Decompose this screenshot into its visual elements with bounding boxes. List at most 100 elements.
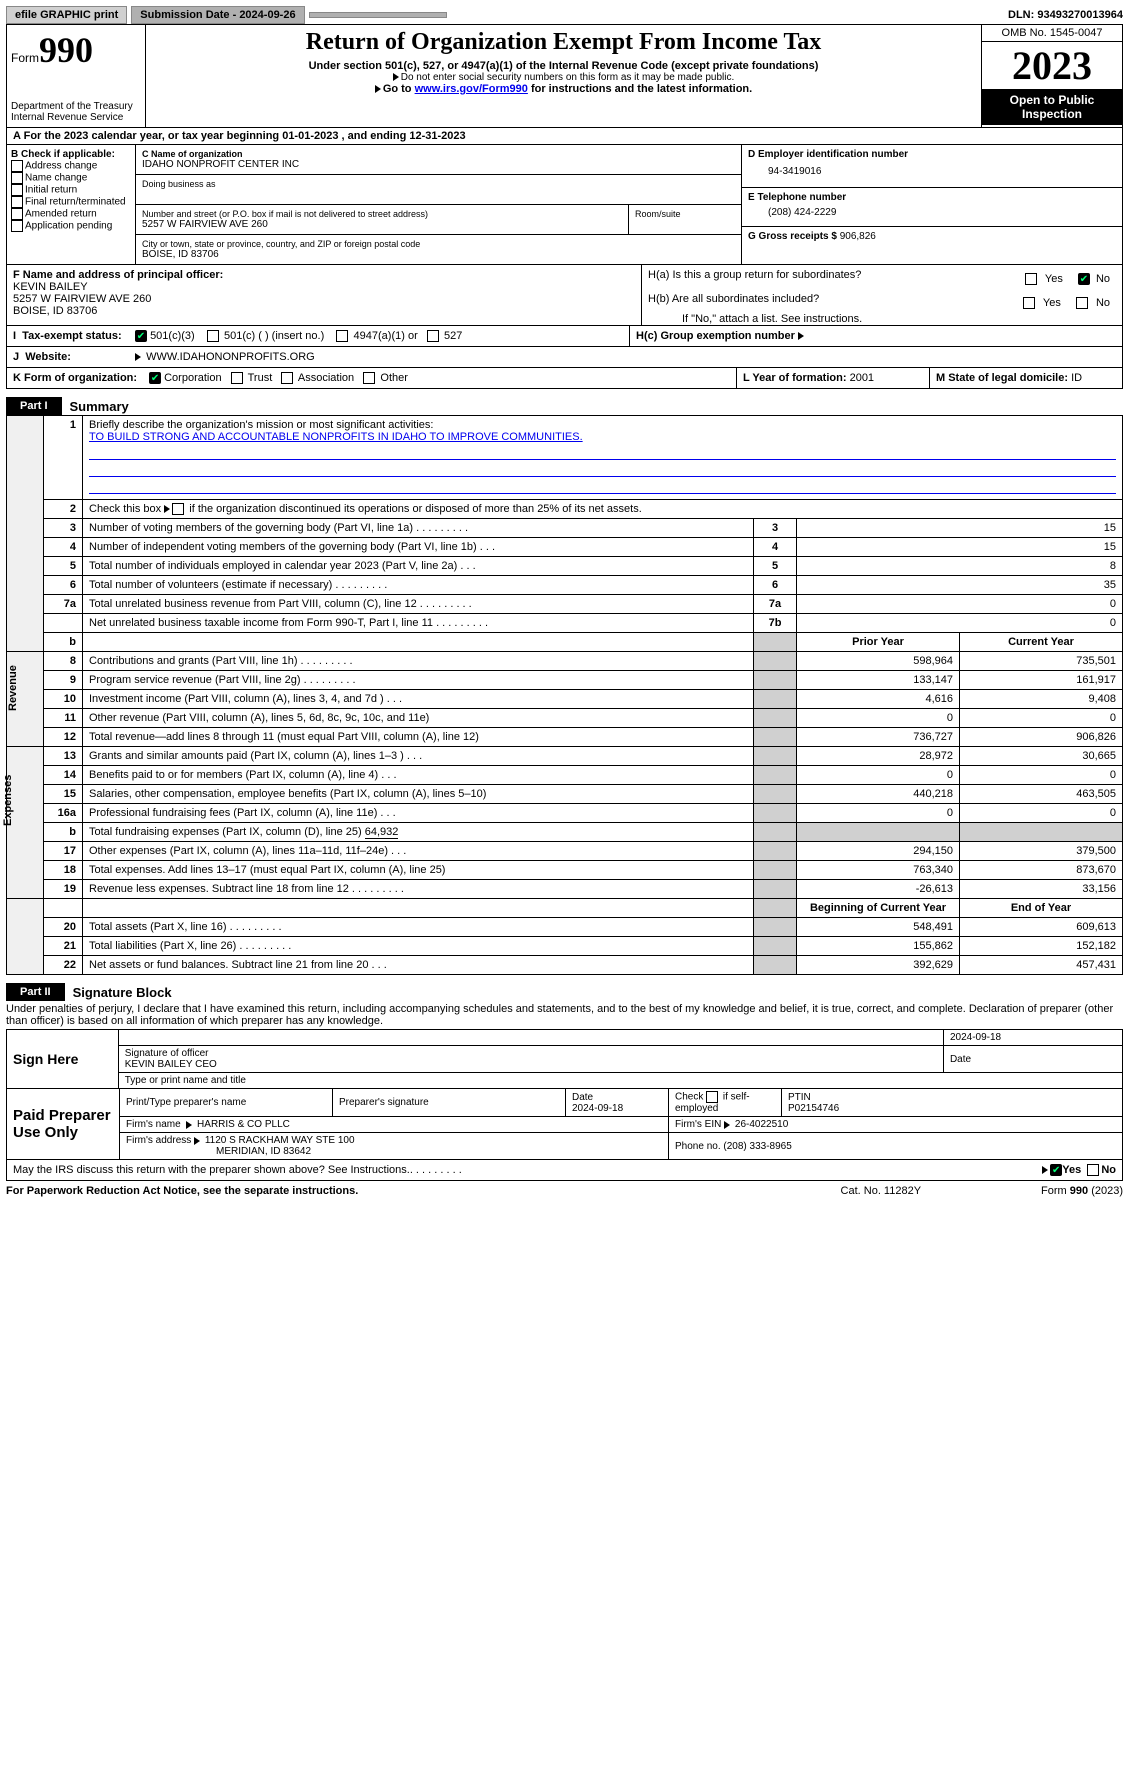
chk-trust[interactable] bbox=[231, 372, 243, 384]
state-domicile: ID bbox=[1071, 372, 1082, 384]
org-name: IDAHO NONPROFIT CENTER INC bbox=[142, 159, 735, 170]
discuss-no[interactable] bbox=[1087, 1164, 1099, 1176]
prior-year-hdr: Prior Year bbox=[797, 633, 960, 652]
summary-table: Activities & Governance 1 Briefly descri… bbox=[6, 415, 1123, 975]
room-label: Room/suite bbox=[635, 209, 735, 219]
chk-final-return[interactable] bbox=[11, 196, 23, 208]
row-l-label: L Year of formation: bbox=[743, 372, 847, 384]
ha-no[interactable] bbox=[1078, 273, 1090, 285]
hb-no[interactable] bbox=[1076, 297, 1088, 309]
officer-addr2: BOISE, ID 83706 bbox=[13, 305, 635, 317]
chk-501c[interactable] bbox=[207, 330, 219, 342]
chk-527[interactable] bbox=[427, 330, 439, 342]
type-name-label: Type or print name and title bbox=[118, 1073, 1122, 1089]
page-footer: For Paperwork Reduction Act Notice, see … bbox=[6, 1185, 1123, 1197]
prep-sig-label: Preparer's signature bbox=[333, 1089, 566, 1117]
part2-header: Part II Signature Block bbox=[6, 983, 1123, 1001]
l7a-label: Total unrelated business revenue from Pa… bbox=[89, 598, 417, 610]
chk-assoc[interactable] bbox=[281, 372, 293, 384]
chk-self-employed[interactable] bbox=[706, 1091, 718, 1103]
l1-label: Briefly describe the organization's miss… bbox=[89, 419, 433, 431]
phone-value: (208) 424-2229 bbox=[748, 203, 1116, 222]
dln-label: DLN: 93493270013964 bbox=[1008, 9, 1123, 21]
blank-button bbox=[309, 12, 447, 18]
officer-title: KEVIN BAILEY CEO bbox=[125, 1059, 217, 1070]
info-grid: B Check if applicable: Address change Na… bbox=[6, 145, 1123, 265]
firm-addr2: MERIDIAN, ID 83642 bbox=[216, 1146, 311, 1157]
vh-revenue: Revenue bbox=[7, 691, 19, 711]
form-title: Return of Organization Exempt From Incom… bbox=[150, 29, 977, 56]
sign-here-label: Sign Here bbox=[7, 1030, 119, 1089]
ptin-value: P02154746 bbox=[788, 1103, 839, 1114]
l7b-label: Net unrelated business taxable income fr… bbox=[89, 617, 433, 629]
dept-treasury: Department of the Treasury bbox=[11, 101, 141, 112]
irs-link[interactable]: www.irs.gov/Form990 bbox=[415, 83, 528, 95]
chk-address-change[interactable] bbox=[11, 160, 23, 172]
hc-label: H(c) Group exemption number bbox=[636, 330, 795, 342]
box-f-label: F Name and address of principal officer: bbox=[13, 269, 223, 281]
row-i-label: Tax-exempt status: bbox=[22, 330, 121, 342]
ha-yes[interactable] bbox=[1025, 273, 1037, 285]
form-number: 990 bbox=[39, 29, 93, 71]
website-value: WWW.IDAHONONPROFITS.ORG bbox=[146, 351, 315, 363]
l6-label: Total number of volunteers (estimate if … bbox=[89, 579, 332, 591]
ha-label: H(a) Is this a group return for subordin… bbox=[648, 269, 948, 289]
top-bar: efile GRAPHIC print Submission Date - 20… bbox=[6, 6, 1123, 25]
prep-name-label: Print/Type preparer's name bbox=[120, 1089, 333, 1117]
row-j-label: Website: bbox=[25, 351, 71, 363]
dept-irs: Internal Revenue Service bbox=[11, 112, 141, 123]
sig-officer-label: Signature of officer bbox=[125, 1048, 209, 1059]
chk-501c3[interactable] bbox=[135, 330, 147, 342]
row-m-label: M State of legal domicile: bbox=[936, 372, 1068, 384]
street-value: 5257 W FAIRVIEW AVE 260 bbox=[142, 219, 622, 230]
paid-preparer-label: Paid Preparer Use Only bbox=[7, 1089, 120, 1160]
box-g-label: G Gross receipts $ bbox=[748, 231, 837, 242]
box-b-header: B Check if applicable: bbox=[11, 149, 131, 160]
form-header: Form 990 Department of the Treasury Inte… bbox=[6, 25, 1123, 128]
v6: 35 bbox=[797, 576, 1123, 595]
box-c-label: C Name of organization bbox=[142, 149, 243, 159]
officer-addr1: 5257 W FAIRVIEW AVE 260 bbox=[13, 293, 635, 305]
vh-expenses: Expenses bbox=[2, 806, 14, 826]
chk-4947[interactable] bbox=[336, 330, 348, 342]
form-prefix: Form bbox=[11, 51, 39, 65]
header-sub1: Under section 501(c), 527, or 4947(a)(1)… bbox=[150, 60, 977, 72]
gross-receipts: 906,826 bbox=[840, 231, 876, 242]
chk-pending[interactable] bbox=[11, 220, 23, 232]
officer-name: KEVIN BAILEY bbox=[13, 281, 635, 293]
discuss-label: May the IRS discuss this return with the… bbox=[13, 1164, 410, 1176]
goto-pre: Go to bbox=[383, 83, 415, 95]
omb-number: OMB No. 1545-0047 bbox=[982, 25, 1122, 42]
chk-other[interactable] bbox=[363, 372, 375, 384]
year-formation: 2001 bbox=[850, 372, 874, 384]
hb-note: If "No," attach a list. See instructions… bbox=[642, 313, 1122, 325]
perjury-text: Under penalties of perjury, I declare th… bbox=[6, 1001, 1123, 1029]
chk-amended[interactable] bbox=[11, 208, 23, 220]
firm-name: HARRIS & CO PLLC bbox=[197, 1119, 290, 1130]
efile-button[interactable]: efile GRAPHIC print bbox=[6, 6, 127, 24]
tax-year: 2023 bbox=[982, 42, 1122, 89]
row-a-period: A For the 2023 calendar year, or tax yea… bbox=[6, 128, 1123, 145]
city-value: BOISE, ID 83706 bbox=[142, 249, 735, 260]
ein-value: 94-3419016 bbox=[748, 160, 1116, 183]
city-label: City or town, state or province, country… bbox=[142, 239, 735, 249]
v5: 8 bbox=[797, 557, 1123, 576]
chk-discontinued[interactable] bbox=[172, 503, 184, 515]
current-year-hdr: Current Year bbox=[960, 633, 1123, 652]
chk-initial-return[interactable] bbox=[11, 184, 23, 196]
v7b: 0 bbox=[797, 614, 1123, 633]
chk-corp[interactable] bbox=[149, 372, 161, 384]
dba-label: Doing business as bbox=[142, 179, 735, 189]
preparer-table: Paid Preparer Use Only Print/Type prepar… bbox=[6, 1088, 1123, 1160]
submission-button[interactable]: Submission Date - 2024-09-26 bbox=[131, 6, 304, 24]
hb-yes[interactable] bbox=[1023, 297, 1035, 309]
row-k-label: K Form of organization: bbox=[13, 372, 137, 384]
mission-text: TO BUILD STRONG AND ACCOUNTABLE NONPROFI… bbox=[89, 431, 583, 443]
discuss-yes[interactable] bbox=[1050, 1164, 1062, 1176]
chk-name-change[interactable] bbox=[11, 172, 23, 184]
v4: 15 bbox=[797, 538, 1123, 557]
goto-post: for instructions and the latest informat… bbox=[528, 83, 752, 95]
v3: 15 bbox=[797, 519, 1123, 538]
firm-ein: 26-4022510 bbox=[735, 1119, 788, 1130]
l5-label: Total number of individuals employed in … bbox=[89, 560, 457, 572]
